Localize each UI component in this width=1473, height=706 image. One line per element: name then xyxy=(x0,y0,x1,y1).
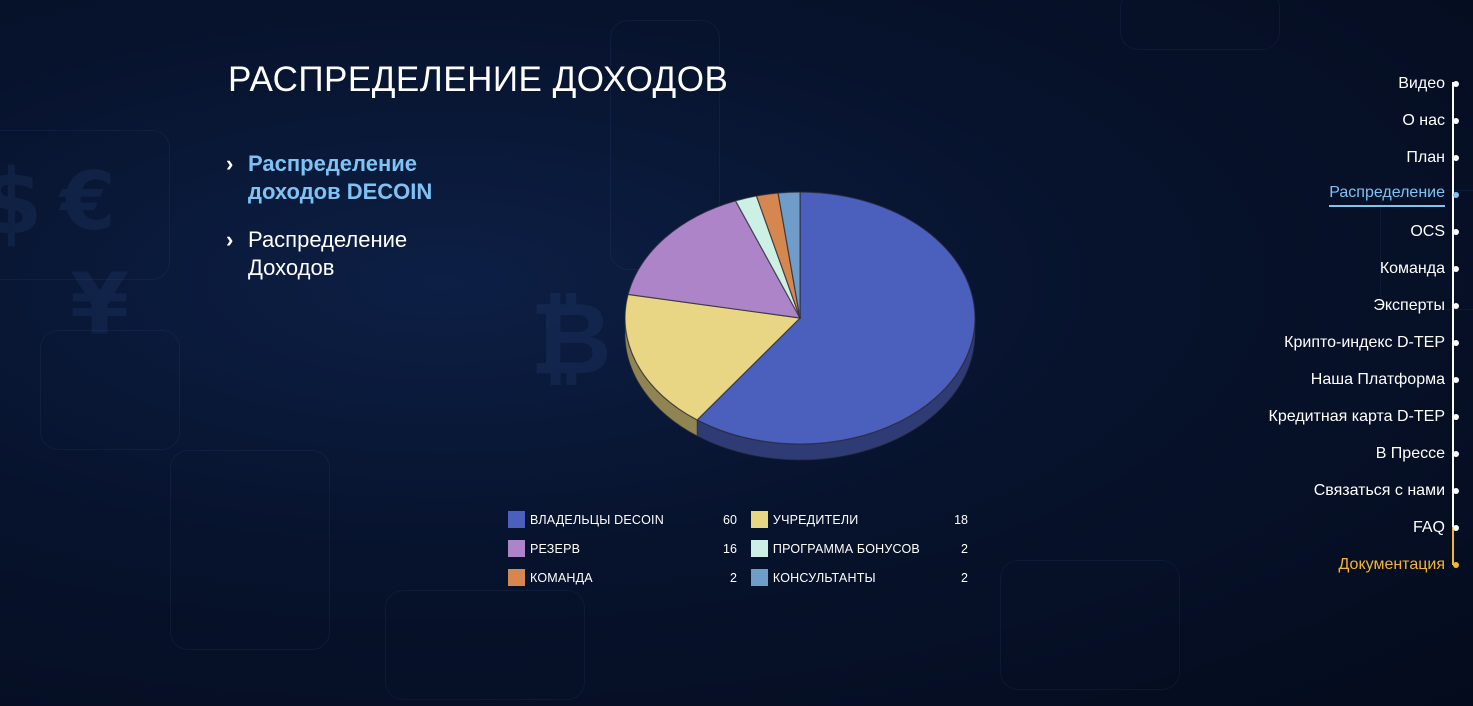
nav-dot xyxy=(1453,229,1459,235)
nav-dot xyxy=(1453,414,1459,420)
nav-dot xyxy=(1453,562,1459,568)
nav-item-platform[interactable]: Наша Платформа xyxy=(1310,368,1459,392)
legend-item[interactable]: РЕЗЕРВ 16 xyxy=(508,540,737,557)
nav-label: Связаться с нами xyxy=(1313,482,1445,499)
pie-slice[interactable] xyxy=(777,191,801,319)
legend-swatch xyxy=(750,540,768,557)
legend-name: КОМАНДА xyxy=(530,570,593,585)
section-nav: Видео О нас План Распределение OCS Коман… xyxy=(1113,72,1473,592)
nav-item-documentation[interactable]: Документация xyxy=(1338,553,1459,577)
pie-chart-svg xyxy=(624,191,976,461)
nav-item-about[interactable]: О нас xyxy=(1402,109,1459,133)
nav-label: Документация xyxy=(1338,556,1445,573)
nav-label: Кредитная карта D-TEP xyxy=(1268,408,1446,425)
chevron-right-icon: › xyxy=(226,227,234,252)
legend-value: 60 xyxy=(723,512,737,527)
nav-dot xyxy=(1453,340,1459,346)
legend-swatch xyxy=(750,511,768,528)
nav-dot xyxy=(1453,266,1459,272)
nav-label: Крипто-индекс D-TEP xyxy=(1284,334,1445,351)
legend-swatch xyxy=(750,569,768,586)
legend-value: 2 xyxy=(961,570,968,585)
legend-item[interactable]: ПРОГРАММА БОНУСОВ 2 xyxy=(750,540,968,557)
legend-name: ПРОГРАММА БОНУСОВ xyxy=(772,541,920,556)
pie-slice[interactable] xyxy=(627,200,802,319)
nav-item-faq[interactable]: FAQ xyxy=(1412,516,1459,540)
nav-label: О нас xyxy=(1402,112,1445,129)
chevron-right-icon: › xyxy=(226,151,234,176)
legend-item[interactable]: УЧРЕДИТЕЛИ 18 xyxy=(750,511,968,528)
legend-value: 16 xyxy=(723,541,737,556)
tab-label: Распределение Доходов xyxy=(248,227,408,280)
legend-swatch xyxy=(508,569,525,586)
legend-name: УЧРЕДИТЕЛИ xyxy=(772,512,859,527)
page-title: РАСПРЕДЕЛЕНИЕ ДОХОДОВ xyxy=(228,60,729,99)
legend-value: 2 xyxy=(729,570,737,585)
nav-dot xyxy=(1453,81,1459,87)
nav-dot xyxy=(1453,192,1459,198)
nav-dot xyxy=(1453,155,1459,161)
nav-label: Команда xyxy=(1379,260,1445,277)
legend-value: 2 xyxy=(961,541,968,556)
nav-label: Наша Платформа xyxy=(1310,371,1445,388)
nav-label: FAQ xyxy=(1412,519,1445,536)
nav-label: Распределение xyxy=(1329,184,1445,207)
pie-slice[interactable] xyxy=(696,191,976,445)
nav-label: План xyxy=(1406,149,1445,166)
nav-item-team[interactable]: Команда xyxy=(1379,257,1459,281)
legend-row: КОМАНДА 2 КОНСУЛЬТАНТЫ 2 xyxy=(508,563,968,592)
nav-dot xyxy=(1453,488,1459,494)
nav-item-crypto-index[interactable]: Крипто-индекс D-TEP xyxy=(1284,331,1459,355)
nav-dot xyxy=(1453,525,1459,531)
nav-timeline-gold xyxy=(1452,527,1454,565)
nav-item-press[interactable]: В Прессе xyxy=(1375,442,1459,466)
legend-item[interactable]: ВЛАДЕЛЬЦЫ DECOIN 60 xyxy=(508,511,737,528)
legend-value: 18 xyxy=(954,512,968,527)
legend-row: РЕЗЕРВ 16 ПРОГРАММА БОНУСОВ 2 xyxy=(508,534,968,563)
legend-name: КОНСУЛЬТАНТЫ xyxy=(772,570,876,585)
nav-label: В Прессе xyxy=(1375,445,1445,462)
legend-item[interactable]: КОНСУЛЬТАНТЫ 2 xyxy=(750,569,968,586)
legend-row: ВЛАДЕЛЬЦЫ DECOIN 60 УЧРЕДИТЕЛИ 18 xyxy=(508,505,968,534)
pie-chart xyxy=(615,180,985,470)
chart-legend: ВЛАДЕЛЬЦЫ DECOIN 60 УЧРЕДИТЕЛИ 18 РЕЗЕРВ… xyxy=(508,505,968,592)
legend-name: ВЛАДЕЛЬЦЫ DECOIN xyxy=(530,512,664,527)
nav-dot xyxy=(1453,451,1459,457)
nav-item-contact[interactable]: Связаться с нами xyxy=(1313,479,1459,503)
nav-item-ocs[interactable]: OCS xyxy=(1410,220,1459,244)
nav-item-video[interactable]: Видео xyxy=(1398,72,1459,96)
yen-sign-icon: ¥ xyxy=(70,255,130,354)
nav-item-distribution[interactable]: Распределение xyxy=(1329,183,1459,207)
tab-decoin-distribution[interactable]: › Распределение доходов DECOIN xyxy=(226,150,486,206)
euro-sign-icon: € xyxy=(60,155,116,248)
nav-timeline xyxy=(1452,82,1454,552)
legend-item[interactable]: КОМАНДА 2 xyxy=(508,569,737,586)
pie-slice[interactable] xyxy=(624,293,802,421)
nav-label: Видео xyxy=(1398,75,1445,92)
nav-label: OCS xyxy=(1410,223,1445,240)
tab-label: Распределение доходов DECOIN xyxy=(248,151,433,204)
nav-item-experts[interactable]: Эксперты xyxy=(1373,294,1459,318)
nav-item-plan[interactable]: План xyxy=(1406,146,1459,170)
nav-dot xyxy=(1453,377,1459,383)
tab-income-distribution[interactable]: › Распределение Доходов xyxy=(226,226,486,282)
bitcoin-icon: ₿ xyxy=(530,280,612,397)
legend-name: РЕЗЕРВ xyxy=(530,541,581,556)
nav-item-credit-card[interactable]: Кредитная карта D-TEP xyxy=(1268,405,1459,429)
side-tabs: › Распределение доходов DECOIN › Распред… xyxy=(226,150,486,302)
legend-swatch xyxy=(508,511,525,528)
nav-dot xyxy=(1453,303,1459,309)
dollar-sign-icon: $ xyxy=(0,150,43,255)
nav-dot xyxy=(1453,118,1459,124)
legend-swatch xyxy=(508,540,525,557)
nav-label: Эксперты xyxy=(1373,297,1445,314)
